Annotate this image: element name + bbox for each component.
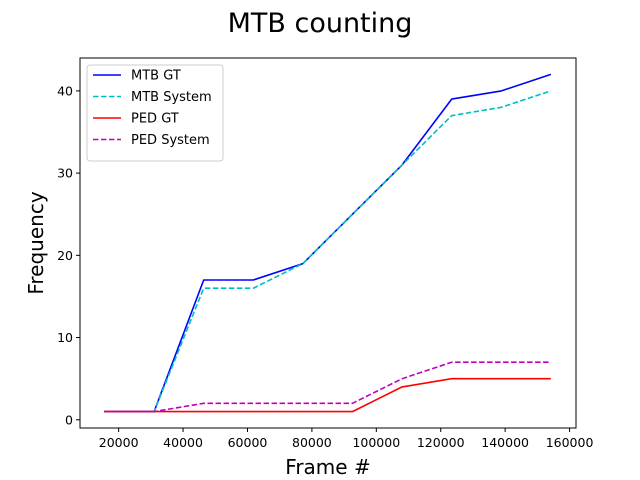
y-tick-label: 10 (57, 330, 73, 345)
x-tick-label: 120000 (417, 435, 465, 450)
x-tick-label: 20000 (99, 435, 139, 450)
x-tick-label: 80000 (292, 435, 332, 450)
series-line-mtb-system (104, 90, 552, 413)
y-tick-label: 30 (57, 166, 73, 181)
x-axis-label: Frame # (285, 455, 370, 479)
x-tick-label: 160000 (546, 435, 594, 450)
x-tick-label: 40000 (163, 435, 203, 450)
y-tick-label: 20 (57, 248, 73, 263)
legend-label: MTB System (131, 90, 212, 105)
legend: MTB GT MTB System PED GT PED System (86, 64, 224, 162)
chart-title: MTB counting (228, 8, 413, 39)
legend-box (86, 64, 224, 162)
legend-label: MTB GT (131, 69, 181, 84)
y-tick-label: 40 (57, 83, 73, 98)
legend-label: PED System (131, 133, 210, 148)
series-line-ped-gt (104, 377, 551, 413)
legend-label: PED GT (131, 112, 179, 127)
y-axis: 0 10 20 30 40 (57, 83, 80, 427)
y-axis-label: Frequency (24, 191, 48, 294)
plot-frame (79, 57, 577, 429)
x-tick-label: 100000 (352, 435, 400, 450)
x-tick-label: 140000 (481, 435, 529, 450)
x-tick-label: 60000 (228, 435, 268, 450)
x-axis: 20000 40000 60000 80000 100000 120000 140000 16… (99, 428, 594, 450)
series-line-ped-system (104, 361, 551, 413)
plot-area (104, 73, 552, 413)
y-tick-label: 0 (65, 412, 73, 427)
